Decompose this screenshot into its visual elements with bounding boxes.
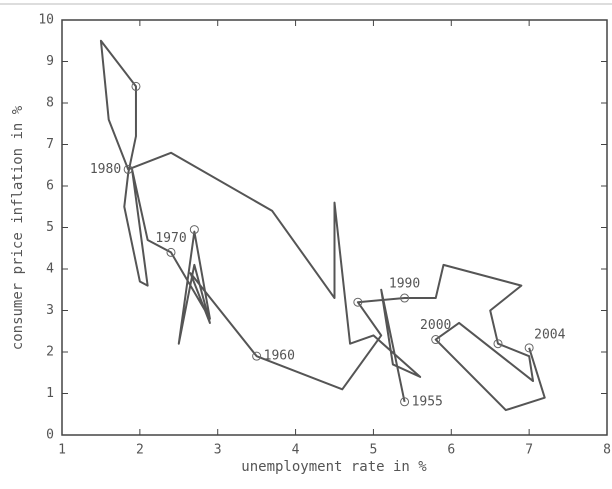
annotation: 1955: [412, 394, 443, 409]
annotation: 1980: [90, 162, 121, 177]
y-tick-label: 1: [46, 386, 54, 401]
annotation: 1960: [264, 349, 295, 364]
x-axis-label: unemployment rate in %: [241, 459, 427, 475]
y-tick-label: 2: [46, 345, 54, 360]
y-tick-label: 5: [46, 220, 54, 235]
x-tick-label: 2: [136, 443, 144, 458]
x-tick-label: 3: [214, 443, 222, 458]
y-tick-label: 9: [46, 54, 54, 69]
x-tick-label: 8: [603, 443, 611, 458]
circled-point: [131, 81, 141, 91]
y-axis-label: consumer price inflation in %: [10, 105, 26, 350]
x-tick-label: 1: [58, 443, 66, 458]
circled-point: [189, 225, 199, 235]
y-tick-label: 3: [46, 303, 54, 318]
y-tick-label: 7: [46, 137, 54, 152]
circled-point: [400, 293, 410, 303]
x-tick-label: 7: [525, 443, 533, 458]
circled-point: [353, 297, 363, 307]
circled-point: [252, 351, 262, 361]
x-tick-label: 5: [370, 443, 378, 458]
data-line: [99, 39, 546, 412]
circled-point: [493, 339, 503, 349]
y-tick-label: 10: [38, 13, 54, 28]
x-tick-label: 6: [447, 443, 455, 458]
y-tick-label: 0: [46, 428, 54, 443]
x-tick-label: 4: [292, 443, 300, 458]
annotation: 2004: [534, 327, 565, 342]
circled-point: [123, 164, 133, 174]
circled-point: [400, 397, 410, 407]
y-tick-label: 4: [46, 262, 54, 277]
annotation: 1970: [155, 231, 186, 246]
annotation: 2000: [420, 318, 451, 333]
annotation: 1990: [389, 277, 420, 292]
y-tick-label: 6: [46, 179, 54, 194]
y-tick-label: 8: [46, 96, 54, 111]
circled-point: [524, 343, 534, 353]
circled-point: [166, 247, 176, 257]
circled-point: [431, 335, 441, 345]
